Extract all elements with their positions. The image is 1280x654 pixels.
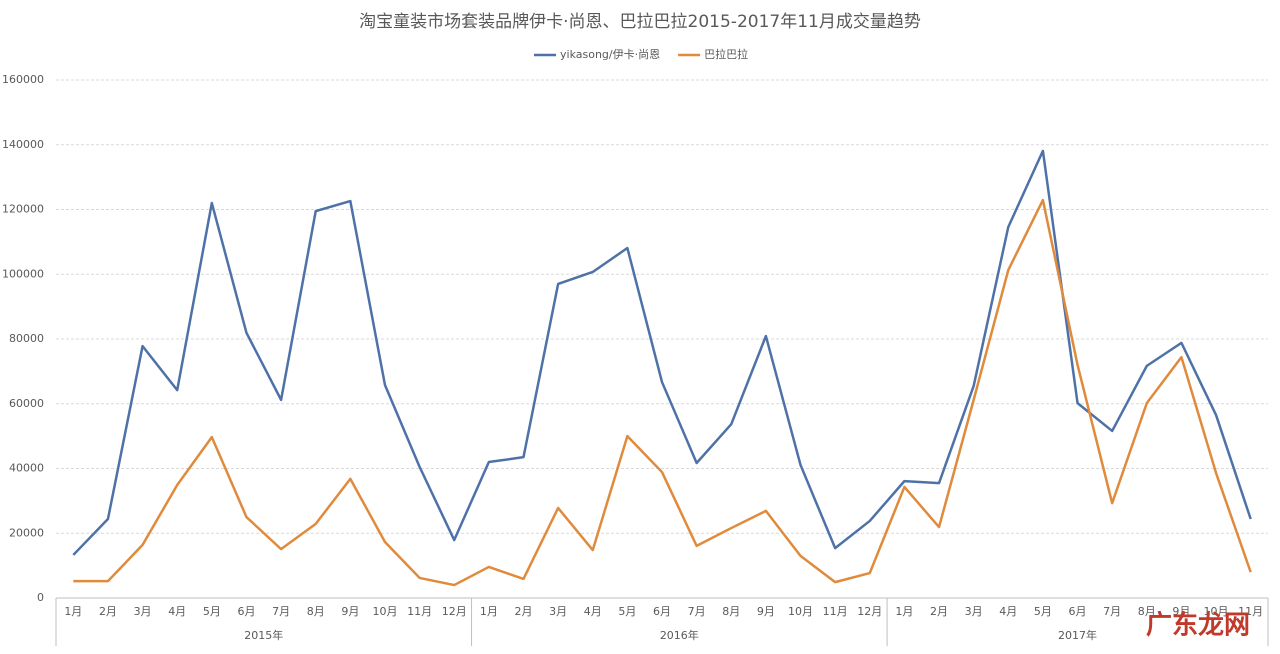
y-tick-label: 160000 bbox=[2, 73, 44, 86]
x-group-label: 2015年 bbox=[244, 628, 283, 642]
x-tick-label: 1月 bbox=[64, 605, 82, 618]
x-tick-label: 11月 bbox=[823, 605, 848, 618]
x-tick-label: 7月 bbox=[1103, 605, 1121, 618]
x-tick-label: 9月 bbox=[757, 605, 775, 618]
x-tick-label: 3月 bbox=[965, 605, 983, 618]
x-tick-label: 10月 bbox=[788, 605, 813, 618]
series-line bbox=[72, 149, 1252, 556]
x-tick-label: 9月 bbox=[341, 605, 359, 618]
series-line bbox=[73, 198, 1252, 587]
watermark: 广东龙网 bbox=[1146, 610, 1250, 641]
y-tick-label: 80000 bbox=[9, 332, 44, 345]
x-tick-label: 5月 bbox=[618, 605, 636, 618]
x-tick-label: 9月 bbox=[1172, 605, 1190, 618]
chart-title: 淘宝童装市场套装品牌伊卡·尚恩、巴拉巴拉2015-2017年11月成交量趋势 bbox=[359, 12, 921, 32]
x-tick-label: 4月 bbox=[168, 605, 186, 618]
x-tick-label: 12月 bbox=[442, 605, 467, 618]
x-tick-label: 7月 bbox=[688, 605, 706, 618]
x-tick-label: 10月 bbox=[372, 605, 397, 618]
x-tick-label: 10月 bbox=[1204, 605, 1229, 618]
y-tick-label: 20000 bbox=[9, 526, 44, 539]
y-tick-label: 60000 bbox=[9, 397, 44, 410]
x-tick-label: 12月 bbox=[857, 605, 882, 618]
x-tick-label: 2月 bbox=[99, 605, 117, 618]
x-tick-label: 8月 bbox=[1138, 605, 1156, 618]
x-tick-label: 7月 bbox=[272, 605, 290, 618]
x-tick-label: 6月 bbox=[1069, 605, 1087, 618]
x-tick-label: 4月 bbox=[999, 605, 1017, 618]
x-group-label: 2017年 bbox=[1058, 628, 1097, 642]
y-tick-label: 40000 bbox=[9, 462, 44, 475]
legend-label: 巴拉巴拉 bbox=[704, 47, 748, 61]
x-tick-label: 8月 bbox=[307, 605, 325, 618]
y-tick-label: 140000 bbox=[2, 138, 44, 151]
x-tick-label: 6月 bbox=[237, 605, 255, 618]
x-tick-label: 3月 bbox=[549, 605, 567, 618]
x-tick-label: 8月 bbox=[722, 605, 740, 618]
x-tick-label: 11月 bbox=[1238, 605, 1263, 618]
x-tick-label: 2月 bbox=[930, 605, 948, 618]
x-group-label: 2016年 bbox=[660, 628, 699, 642]
y-tick-label: 0 bbox=[37, 591, 44, 604]
y-tick-label: 120000 bbox=[2, 203, 44, 216]
x-tick-label: 1月 bbox=[480, 605, 498, 618]
x-tick-label: 3月 bbox=[134, 605, 152, 618]
x-tick-label: 6月 bbox=[653, 605, 671, 618]
x-tick-label: 5月 bbox=[203, 605, 221, 618]
x-tick-label: 11月 bbox=[407, 605, 432, 618]
x-tick-label: 2月 bbox=[514, 605, 532, 618]
legend-label: yikasong/伊卡·尚恩 bbox=[560, 47, 660, 61]
x-tick-label: 4月 bbox=[584, 605, 602, 618]
x-tick-label: 1月 bbox=[895, 605, 913, 618]
y-tick-label: 100000 bbox=[2, 267, 44, 280]
x-tick-label: 5月 bbox=[1034, 605, 1052, 618]
